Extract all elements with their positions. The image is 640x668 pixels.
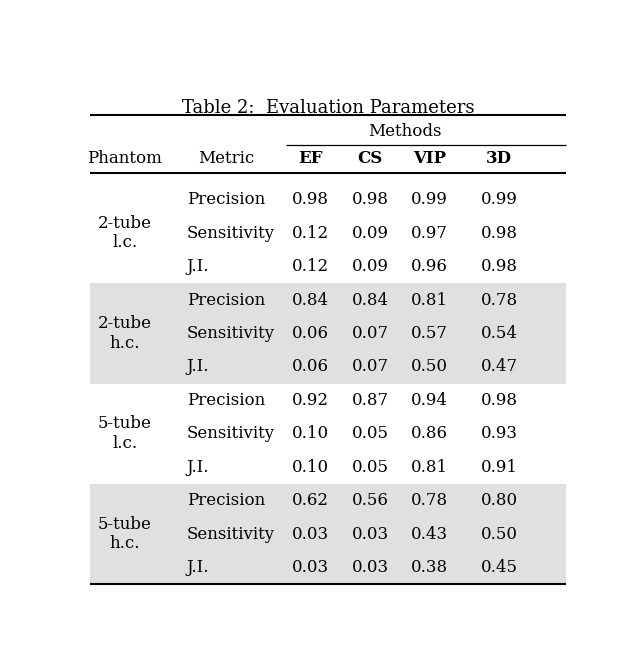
Text: CS: CS [358,150,383,167]
Text: 0.99: 0.99 [412,191,448,208]
Text: 0.98: 0.98 [481,392,518,409]
Text: Methods: Methods [368,123,442,140]
Text: 0.45: 0.45 [481,559,518,576]
Bar [90,283,566,383]
Text: 0.56: 0.56 [352,492,388,509]
Text: 0.92: 0.92 [292,392,329,409]
Text: 0.50: 0.50 [481,526,518,542]
Text: 2-tube
h.c.: 2-tube h.c. [98,315,152,352]
Bar [90,484,566,584]
Text: 0.09: 0.09 [351,224,388,242]
Text: Sensitivity: Sensitivity [187,526,275,542]
Text: 0.78: 0.78 [411,492,448,509]
Text: 0.91: 0.91 [481,459,518,476]
Text: 0.10: 0.10 [292,426,329,442]
Text: 0.03: 0.03 [351,559,388,576]
Text: Precision: Precision [187,392,265,409]
Text: 0.54: 0.54 [481,325,518,342]
Text: 0.07: 0.07 [351,359,388,375]
Text: 0.50: 0.50 [411,359,448,375]
Text: 0.94: 0.94 [411,392,448,409]
Text: EF: EF [298,150,323,167]
Text: 0.12: 0.12 [292,258,329,275]
Text: Precision: Precision [187,291,265,309]
Text: 0.78: 0.78 [481,291,518,309]
Text: Table 2:  Evaluation Parameters: Table 2: Evaluation Parameters [182,99,474,117]
Text: 0.86: 0.86 [411,426,448,442]
Text: 0.38: 0.38 [411,559,448,576]
Text: 0.06: 0.06 [292,325,329,342]
Text: 2-tube
l.c.: 2-tube l.c. [98,215,152,251]
Text: 0.98: 0.98 [292,191,329,208]
Text: 0.10: 0.10 [292,459,329,476]
Text: J.I.: J.I. [187,258,209,275]
Text: 0.80: 0.80 [481,492,518,509]
Text: J.I.: J.I. [187,559,209,576]
Text: 0.84: 0.84 [292,291,329,309]
Text: 0.81: 0.81 [411,291,448,309]
Text: 0.98: 0.98 [481,258,518,275]
Text: 0.57: 0.57 [411,325,448,342]
Text: Sensitivity: Sensitivity [187,224,275,242]
Text: VIP: VIP [413,150,446,167]
Text: J.I.: J.I. [187,459,209,476]
Text: 0.12: 0.12 [292,224,329,242]
Text: 0.43: 0.43 [411,526,448,542]
Text: 0.81: 0.81 [411,459,448,476]
Text: Precision: Precision [187,191,265,208]
Text: Sensitivity: Sensitivity [187,325,275,342]
Text: 0.87: 0.87 [351,392,388,409]
Text: 0.47: 0.47 [481,359,518,375]
Text: 0.09: 0.09 [351,258,388,275]
Text: Sensitivity: Sensitivity [187,426,275,442]
Text: 0.98: 0.98 [351,191,388,208]
Text: Precision: Precision [187,492,265,509]
Text: 0.03: 0.03 [351,526,388,542]
Text: 5-tube
l.c.: 5-tube l.c. [98,415,152,452]
Text: Metric: Metric [198,150,255,167]
Text: 0.96: 0.96 [412,258,448,275]
Text: 0.03: 0.03 [292,526,329,542]
Text: 5-tube
h.c.: 5-tube h.c. [98,516,152,552]
Text: 0.06: 0.06 [292,359,329,375]
Text: J.I.: J.I. [187,359,209,375]
Text: 3D: 3D [486,150,512,167]
Text: 0.03: 0.03 [292,559,329,576]
Text: 0.62: 0.62 [292,492,329,509]
Text: 0.84: 0.84 [351,291,388,309]
Text: 0.99: 0.99 [481,191,518,208]
Text: Phantom: Phantom [87,150,162,167]
Text: 0.93: 0.93 [481,426,518,442]
Text: 0.07: 0.07 [351,325,388,342]
Text: 0.05: 0.05 [351,426,388,442]
Text: 0.05: 0.05 [351,459,388,476]
Text: 0.98: 0.98 [481,224,518,242]
Text: 0.97: 0.97 [411,224,448,242]
